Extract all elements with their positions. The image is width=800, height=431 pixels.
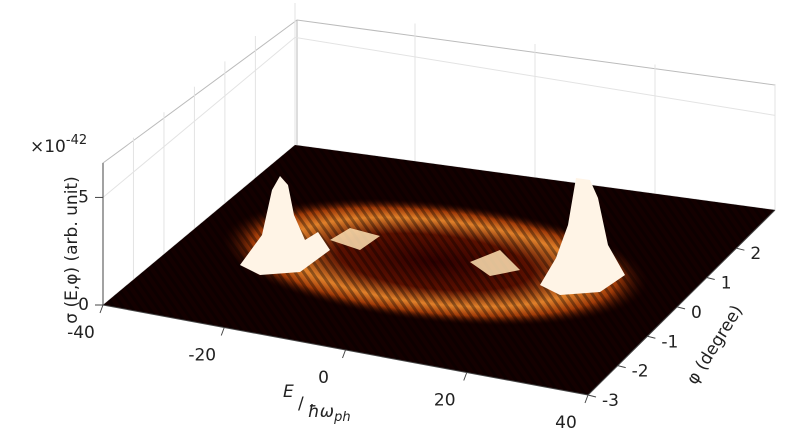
surface: [103, 145, 775, 395]
x-tick-label: 0: [318, 368, 329, 388]
y-tick: [587, 394, 597, 398]
z-multiplier: ×10-42: [30, 133, 87, 158]
y-tick: [617, 365, 626, 369]
y-tick-label: -1: [661, 332, 678, 352]
surface-peak: [330, 228, 520, 276]
z-multiplier-exponent: -42: [66, 133, 87, 148]
x-tick-label: 40: [555, 413, 577, 431]
x-label-main: E: [283, 382, 294, 402]
y-tick: [647, 335, 656, 339]
y-tick-label: -2: [632, 362, 649, 382]
x-tick-label: -20: [188, 346, 216, 366]
x-axis-label: E / ħωph: [283, 382, 351, 425]
y-tick: [736, 247, 745, 251]
x-tick-label: 20: [434, 391, 456, 411]
z-tick-label: 0: [78, 295, 89, 315]
z-multiplier-base: ×10: [30, 137, 66, 157]
y-tick-label: 1: [721, 274, 732, 294]
x-tick: [463, 372, 468, 381]
x-tick: [99, 304, 104, 314]
z-axis-label: σ (E,φ) (arb. unit): [62, 176, 82, 323]
y-tick: [676, 306, 686, 310]
y-tick-label: 2: [750, 244, 761, 264]
surface-peak: [240, 176, 330, 275]
x-label-subscript: ph: [333, 410, 351, 425]
x-label-slash: /: [298, 394, 304, 414]
x-label-denominator: ħωph: [308, 402, 351, 425]
y-tick: [706, 277, 715, 281]
x-tick-label: -40: [67, 323, 95, 343]
surface-peak: [540, 178, 625, 295]
x-tick: [342, 349, 346, 359]
z-tick-label: 5: [78, 187, 89, 207]
x-label-hbar: ħω: [308, 402, 334, 422]
y-tick-label: 0: [691, 303, 702, 323]
x-tick: [220, 327, 225, 336]
y-axis-line: [587, 209, 776, 396]
x-tick: [584, 394, 589, 404]
x-axis-line: [102, 304, 589, 396]
y-tick-label: -3: [602, 391, 619, 411]
